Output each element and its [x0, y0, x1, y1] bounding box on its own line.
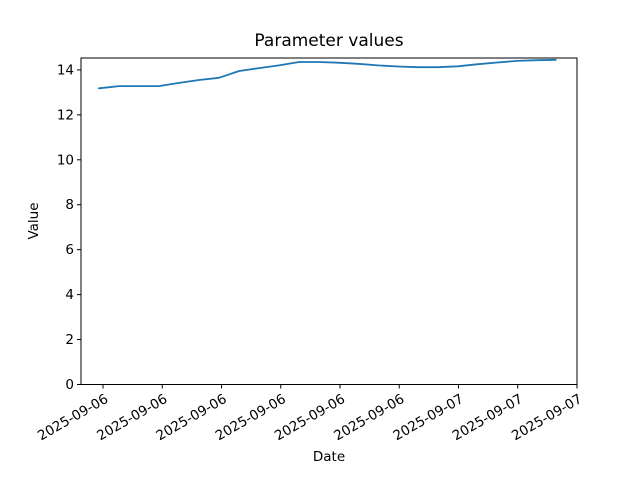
- axes-frame: [80, 57, 578, 385]
- y-tick-label: 4: [65, 287, 74, 303]
- series-line: [98, 58, 557, 90]
- y-tick-label: 0: [65, 377, 74, 393]
- y-tick-label: 2: [65, 332, 74, 348]
- x-axis-label: Date: [312, 449, 346, 465]
- chart-title: Parameter values: [254, 31, 404, 51]
- y-tick-label: 14: [57, 62, 74, 78]
- y-tick-label: 12: [57, 107, 74, 123]
- y-tick-label: 6: [65, 242, 74, 258]
- y-tick-label: 10: [57, 152, 74, 168]
- y-tick-label: 8: [65, 197, 74, 213]
- y-axis-label: Value: [26, 202, 42, 240]
